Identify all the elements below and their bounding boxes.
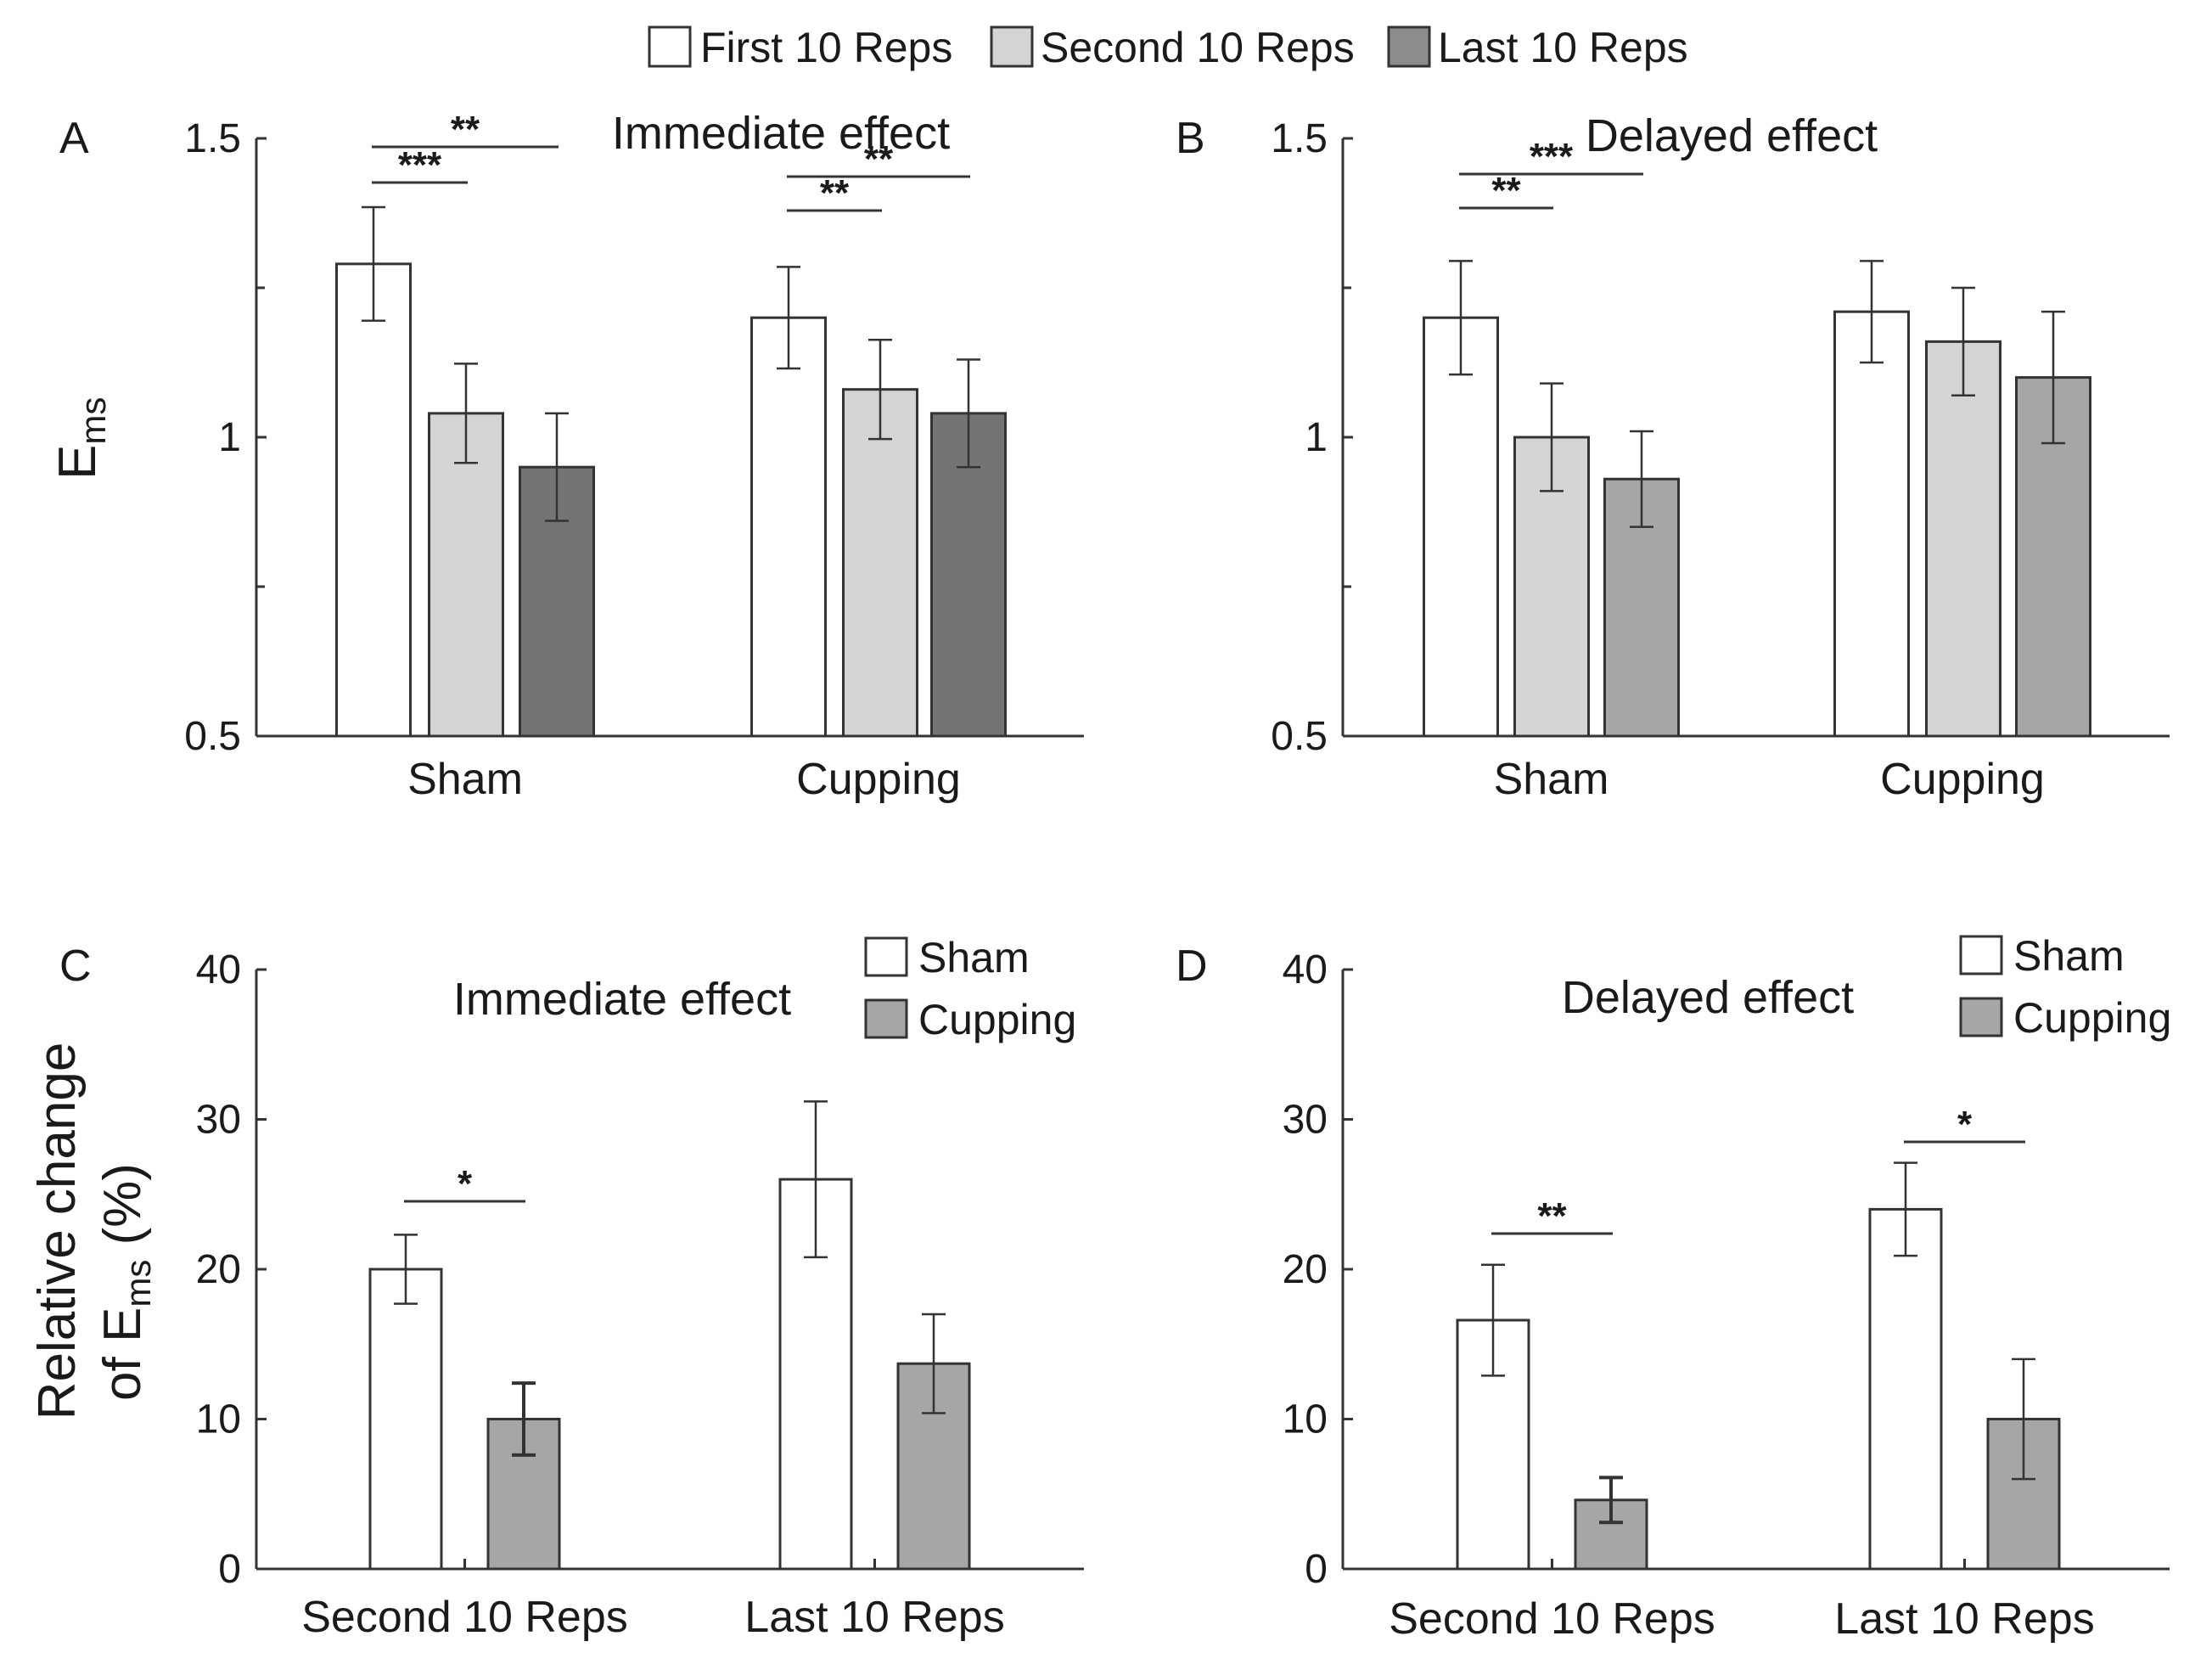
panel-a-bar: [335, 262, 412, 738]
panel-a-ylabel: Ems: [48, 397, 113, 480]
panel-c-ylabel-sub: ms: [118, 1260, 158, 1307]
panel-a-ytick-label: 1.5: [184, 116, 241, 161]
panel-d-significance-label: *: [1957, 1104, 1973, 1145]
panel-d-ytick-label: 30: [1283, 1098, 1328, 1143]
panel-a-category-label: Sham: [407, 755, 523, 804]
panel-b-bar: [1423, 316, 1499, 738]
panel-c-legend-label-cupping: Cupping: [918, 996, 1076, 1043]
panel-d-ytick-label: 40: [1283, 947, 1328, 992]
panel-c-legend-label-sham: Sham: [918, 934, 1030, 981]
panel-d-legend-label-sham: Sham: [2013, 932, 2125, 980]
panel-c-title: Immediate effect: [453, 974, 791, 1025]
legend-swatch-second: [990, 25, 1034, 68]
panel-b-bar: [1833, 310, 1910, 738]
panel-letter-c: C: [59, 942, 92, 991]
panel-a-ytick-label: 1: [218, 415, 241, 460]
panel-a-title: Immediate effect: [612, 108, 950, 159]
panel-a-bar: [750, 316, 827, 738]
panel-a-ytick-label: 0.5: [184, 714, 241, 759]
panel-a-ylabel-sub: ms: [73, 397, 113, 445]
panel-c-ylabel-line2: of Ems (%): [93, 1163, 158, 1401]
panel-c-significance-label: *: [458, 1163, 473, 1205]
panel-a-significance-label: **: [864, 138, 894, 180]
panel-b-category-label: Cupping: [1880, 755, 2045, 804]
panel-letter-b: B: [1176, 114, 1205, 163]
legend-label-first: First 10 Reps: [700, 24, 952, 71]
panel-d-legend: Sham Cupping: [1959, 932, 2171, 1042]
panel-b-plot: 0.5 1 1.5 Sham Cupping *****: [1271, 116, 2170, 804]
panel-c-ytick-label: 40: [196, 947, 241, 992]
top-legend: First 10 Reps Second 10 Reps Last 10 Rep…: [648, 24, 1688, 71]
panel-b-ytick-label: 1: [1305, 415, 1328, 460]
panel-c-legend-swatch-sham: [864, 936, 908, 977]
panel-c-category-label: Last 10 Reps: [744, 1593, 1004, 1642]
panel-b-bar: [1603, 477, 1680, 738]
legend-label-last: Last 10 Reps: [1438, 24, 1688, 71]
panel-d-legend-swatch-cupping: [1959, 997, 2003, 1037]
panel-d-bar: [1868, 1207, 1943, 1571]
panel-b-ytick-label: 0.5: [1271, 714, 1328, 759]
panel-d-title: Delayed effect: [1562, 972, 1854, 1023]
panel-d-legend-label-cupping: Cupping: [2013, 994, 2171, 1042]
panel-d-legend-swatch-sham: [1959, 935, 2003, 975]
panel-c-plot: 0 10 20 30 40 Second 10 Reps Last 10 Reps *: [196, 947, 1084, 1642]
panel-c-legend-swatch-cupping: [864, 998, 908, 1039]
panel-a-significance-label: ***: [398, 144, 442, 186]
panel-letter-a: A: [59, 114, 89, 163]
panel-c-ylabel-line1: Relative change: [28, 1043, 87, 1420]
panel-c-ytick-label: 10: [196, 1397, 241, 1442]
panel-b-title: Delayed effect: [1586, 110, 1878, 161]
panel-d-category-label: Last 10 Reps: [1834, 1594, 2094, 1644]
panel-d-ytick-label: 20: [1283, 1247, 1328, 1292]
panel-letter-d: D: [1176, 942, 1208, 991]
panel-d-significance-label: **: [1537, 1195, 1567, 1237]
panel-d-ytick-label: 0: [1305, 1547, 1328, 1592]
panel-b-category-label: Sham: [1494, 755, 1609, 804]
panel-c-legend: Sham Cupping: [864, 934, 1076, 1043]
panel-b-significance-label: ***: [1530, 136, 1574, 177]
panel-d-category-label: Second 10 Reps: [1389, 1594, 1715, 1644]
legend-swatch-last: [1387, 25, 1431, 68]
panel-a-category-label: Cupping: [796, 755, 961, 804]
panel-c-bar: [368, 1268, 443, 1571]
panel-a-significance-label: **: [451, 109, 480, 150]
panel-b-ytick-label: 1.5: [1271, 116, 1328, 161]
legend-swatch-first: [648, 25, 692, 68]
panel-b-significance-label: **: [1491, 170, 1521, 211]
panel-c-ytick-label: 20: [196, 1247, 241, 1292]
panel-a-bar: [842, 388, 918, 738]
panel-c-ytick-label: 30: [196, 1098, 241, 1143]
panel-a-bar: [428, 412, 504, 738]
legend-label-second: Second 10 Reps: [1041, 24, 1355, 71]
panel-d-ytick-label: 10: [1283, 1397, 1328, 1442]
panel-c-ytick-label: 0: [218, 1547, 241, 1592]
panel-a-significance-label: **: [820, 172, 850, 214]
panel-b-bar: [1925, 340, 2001, 738]
panel-c-category-label: Second 10 Reps: [301, 1593, 628, 1642]
